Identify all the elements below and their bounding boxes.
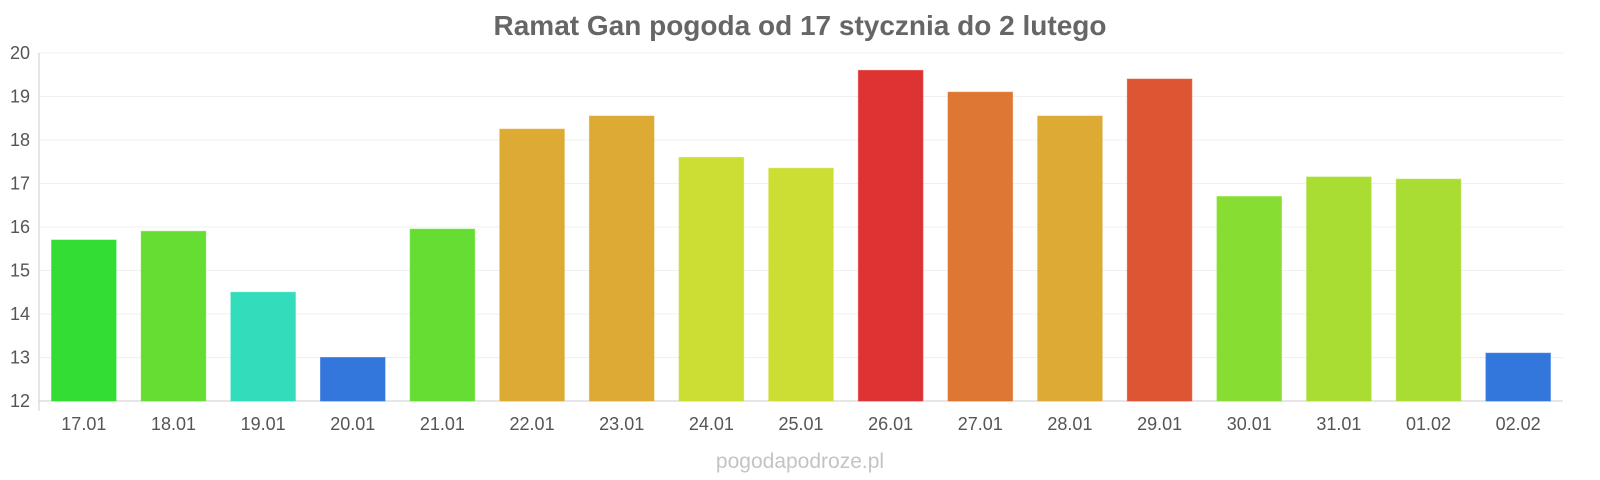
y-tick-label: 20 bbox=[10, 43, 30, 63]
bars bbox=[51, 69, 1551, 402]
y-tick-label: 16 bbox=[10, 217, 30, 237]
bar bbox=[140, 230, 207, 402]
y-tick-label: 18 bbox=[10, 130, 30, 150]
bar bbox=[768, 167, 834, 402]
bar bbox=[857, 69, 924, 402]
bar bbox=[947, 91, 1014, 402]
bar bbox=[319, 357, 386, 402]
x-tick-label: 18.01 bbox=[151, 414, 196, 434]
x-tick-label: 02.02 bbox=[1496, 414, 1541, 434]
bar bbox=[51, 239, 117, 402]
y-tick-label: 19 bbox=[10, 87, 30, 107]
x-tick-label: 26.01 bbox=[868, 414, 913, 434]
y-tick-label: 12 bbox=[10, 391, 30, 411]
x-tick-labels: 17.01 18.01 19.01 20.01 21.01 22.01 23.01 24.01… bbox=[61, 414, 1540, 434]
x-tick-label: 28.01 bbox=[1047, 414, 1092, 434]
bar bbox=[230, 291, 296, 402]
x-tick-label: 24.01 bbox=[689, 414, 734, 434]
bar bbox=[1126, 78, 1193, 402]
x-tick-label: 30.01 bbox=[1227, 414, 1272, 434]
x-tick-label: 31.01 bbox=[1316, 414, 1361, 434]
y-tick-label: 15 bbox=[10, 261, 30, 281]
y-tick-label: 14 bbox=[10, 304, 30, 324]
x-tick-label: 29.01 bbox=[1137, 414, 1182, 434]
x-tick-label: 23.01 bbox=[599, 414, 644, 434]
bar bbox=[1037, 115, 1103, 402]
chart-title: Ramat Gan pogoda od 17 stycznia do 2 lut… bbox=[493, 10, 1107, 41]
bar bbox=[1216, 196, 1283, 402]
bar bbox=[1395, 178, 1462, 402]
x-tick-label: 20.01 bbox=[330, 414, 375, 434]
y-tick-label: 13 bbox=[10, 348, 30, 368]
x-tick-label: 27.01 bbox=[958, 414, 1003, 434]
x-tick-label: 22.01 bbox=[510, 414, 555, 434]
site-watermark: pogodapodroze.pl bbox=[715, 450, 885, 473]
bar bbox=[1306, 176, 1372, 402]
bar bbox=[1485, 352, 1551, 402]
x-tick-label: 19.01 bbox=[241, 414, 286, 434]
x-tick-label: 21.01 bbox=[420, 414, 465, 434]
bar bbox=[409, 228, 476, 402]
bar bbox=[678, 156, 745, 402]
x-tick-label: 01.02 bbox=[1406, 414, 1451, 434]
x-tick-label: 17.01 bbox=[61, 414, 106, 434]
y-tick-label: 17 bbox=[10, 174, 30, 194]
bar bbox=[588, 115, 655, 402]
y-tick-labels: 12 13 14 15 16 17 18 19 20 bbox=[10, 43, 30, 411]
bar bbox=[499, 128, 565, 402]
x-tick-label: 25.01 bbox=[778, 414, 823, 434]
